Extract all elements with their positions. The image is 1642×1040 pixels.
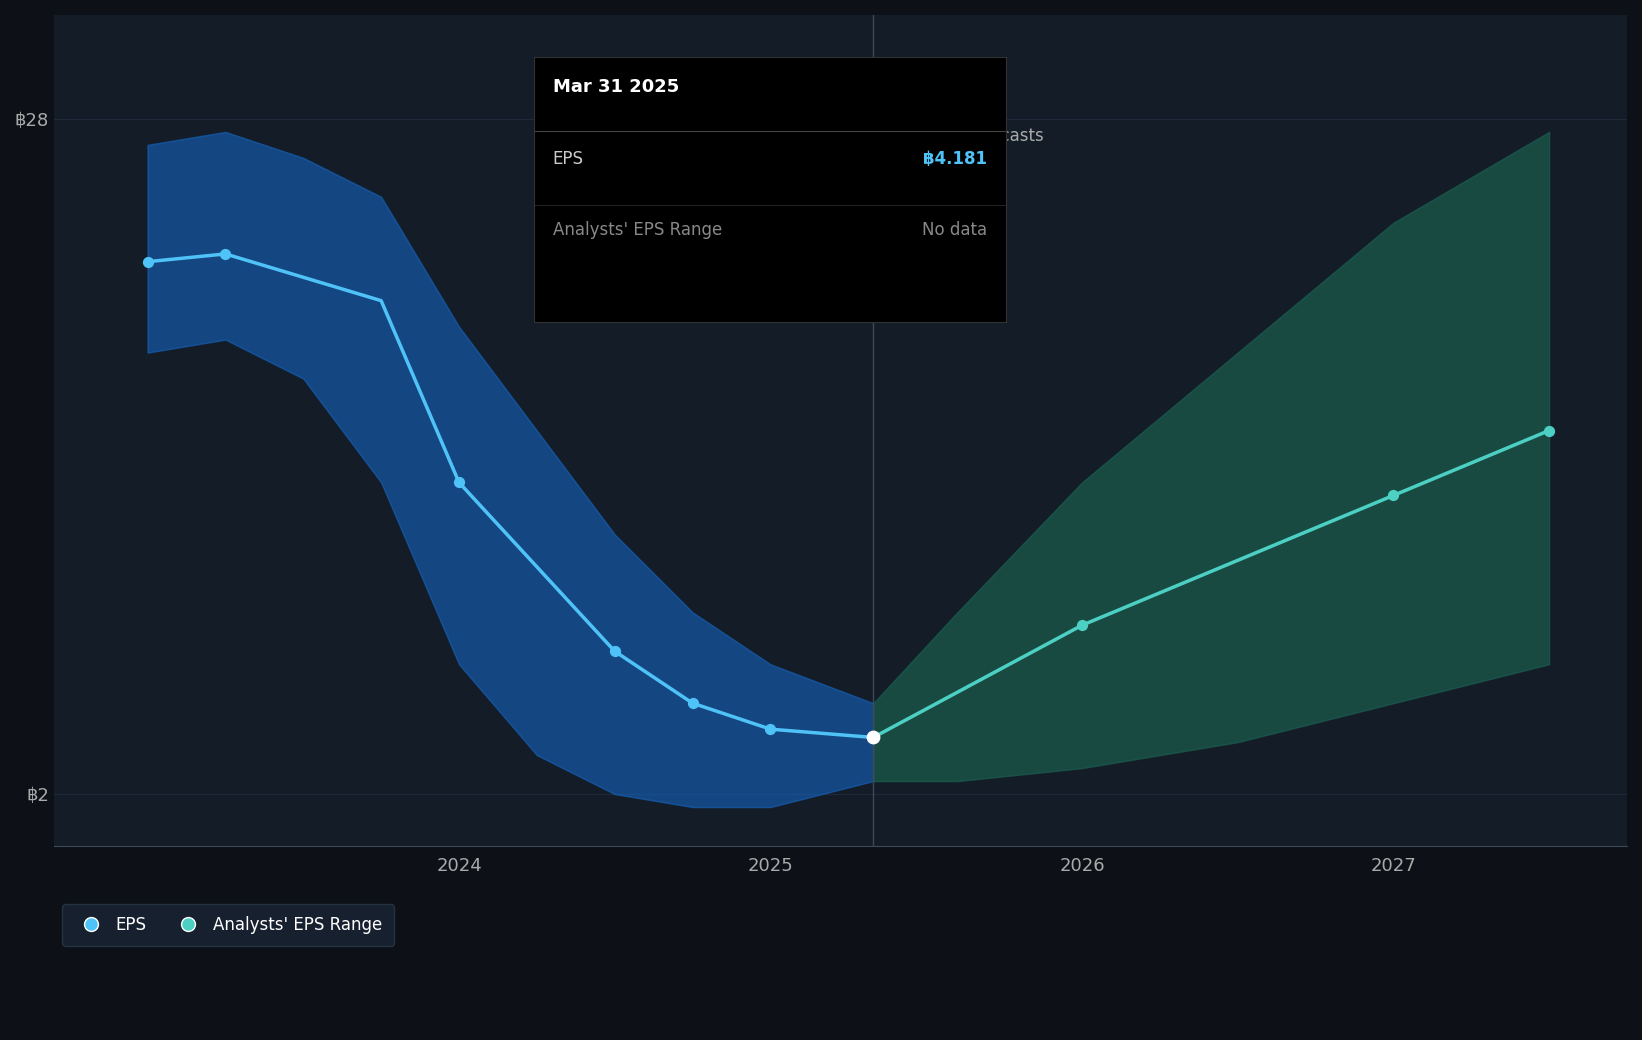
Text: Actual: Actual [798,127,857,146]
Point [1535,422,1562,439]
Text: Analysts Forecasts: Analysts Forecasts [888,127,1044,146]
Point [601,643,627,659]
Legend: EPS, Analysts' EPS Range: EPS, Analysts' EPS Range [62,905,394,945]
Point [860,729,887,746]
Point [447,474,473,491]
Point [680,695,706,711]
Point [1069,617,1095,633]
Point [1381,487,1407,503]
Point [212,245,238,262]
Point [757,721,783,737]
Point [135,254,161,270]
